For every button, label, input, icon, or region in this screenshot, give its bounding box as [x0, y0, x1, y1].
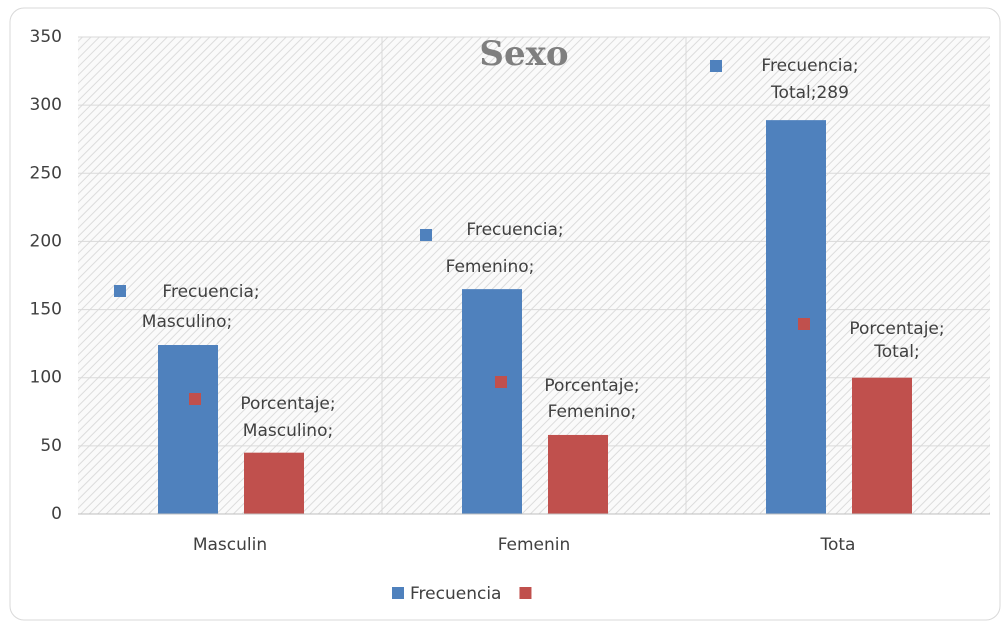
data-label: Frecuencia; — [761, 56, 858, 76]
bar — [548, 434, 608, 514]
data-label-key — [114, 285, 126, 297]
data-label: Total; — [873, 342, 919, 362]
data-label: Masculino; — [142, 312, 232, 332]
bar — [244, 452, 304, 514]
x-tick-label: Tota — [820, 535, 856, 555]
y-tick-label: 350 — [30, 27, 62, 47]
data-label-key — [710, 60, 722, 72]
bar — [462, 289, 522, 514]
y-tick-label: 200 — [30, 231, 62, 251]
data-label: Femenino; — [548, 402, 637, 422]
plot-area — [78, 37, 990, 514]
x-tick-label: Masculin — [193, 535, 267, 555]
data-label: Masculino; — [243, 421, 333, 441]
bar — [158, 345, 218, 514]
y-tick-label: 250 — [30, 163, 62, 183]
data-label-key — [798, 318, 810, 330]
legend-key — [519, 587, 532, 599]
bar — [852, 377, 912, 514]
bar — [766, 120, 826, 515]
y-tick-label: 100 — [30, 368, 62, 388]
data-label: Porcentaje; — [544, 376, 639, 396]
chart-title: Sexo — [479, 34, 568, 74]
y-tick-label: 0 — [51, 504, 62, 524]
data-label-key — [420, 229, 432, 241]
y-tick-label: 300 — [30, 95, 62, 115]
legend-label: Frecuencia — [410, 584, 501, 604]
data-label: Total;289 — [770, 83, 849, 103]
data-label: Frecuencia; — [162, 282, 259, 302]
data-label: Frecuencia; — [466, 220, 563, 240]
data-label-key — [189, 393, 201, 405]
y-tick-label: 150 — [30, 300, 62, 320]
x-tick-label: Femenin — [498, 535, 571, 555]
data-label-key — [495, 376, 507, 388]
legend-key — [392, 587, 404, 599]
data-label: Femenino; — [446, 257, 535, 277]
data-label: Porcentaje; — [849, 319, 944, 339]
y-tick-label: 50 — [40, 436, 62, 456]
data-label: Porcentaje; — [240, 394, 335, 414]
